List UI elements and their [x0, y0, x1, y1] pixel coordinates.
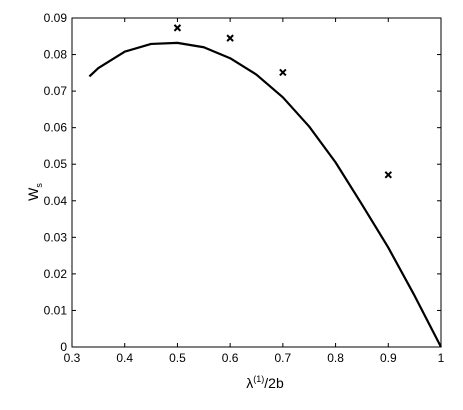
x-axis-label: λ(1)/2b — [246, 374, 284, 391]
data-point-marker — [173, 24, 182, 32]
plot-frame — [71, 17, 442, 348]
plot-area — [71, 17, 442, 348]
y-tick-label: 0.04 — [44, 194, 68, 208]
y-tick-label: 0.05 — [44, 157, 68, 171]
x-tick-label: 0.7 — [275, 351, 292, 365]
x-tick-label: 0.6 — [222, 351, 239, 365]
y-tick-label: 0 — [60, 340, 67, 354]
y-tick-label: 0.07 — [44, 84, 68, 98]
y-tick-label: 0.08 — [44, 48, 68, 62]
y-tick-label: 0.03 — [44, 230, 68, 244]
model-curve — [88, 41, 442, 348]
marker-stroke — [226, 34, 234, 42]
data-point-marker — [384, 171, 392, 179]
y-tick-label: 0.06 — [44, 121, 68, 135]
x-tick-label: 0.4 — [116, 351, 133, 365]
x-axis-ticks: 0.3 0.4 0.5 0.6 0.7 0.8 0.9 1 — [64, 18, 445, 365]
y-axis-ticks: 0 0.01 0.02 0.03 0.04 0.05 0.06 0.07 0.08 0.09 — [44, 11, 441, 354]
marker-stroke — [173, 24, 182, 32]
x-tick-label: 0.3 — [64, 351, 81, 365]
y-tick-label: 0.02 — [44, 267, 68, 281]
y-tick-label: 0.09 — [44, 11, 68, 25]
y-tick-label: 0.01 — [44, 303, 68, 317]
x-tick-label: 0.5 — [169, 351, 186, 365]
x-tick-label: 0.9 — [380, 351, 397, 365]
x-tick-label: 1 — [438, 351, 445, 365]
data-point-marker — [226, 34, 234, 42]
marker-stroke — [384, 171, 392, 179]
y-axis-label: Ws — [25, 183, 44, 201]
marker-stroke — [279, 68, 287, 77]
data-point-marker — [279, 68, 287, 77]
x-tick-label: 0.8 — [327, 351, 344, 365]
series-layer — [88, 24, 442, 348]
